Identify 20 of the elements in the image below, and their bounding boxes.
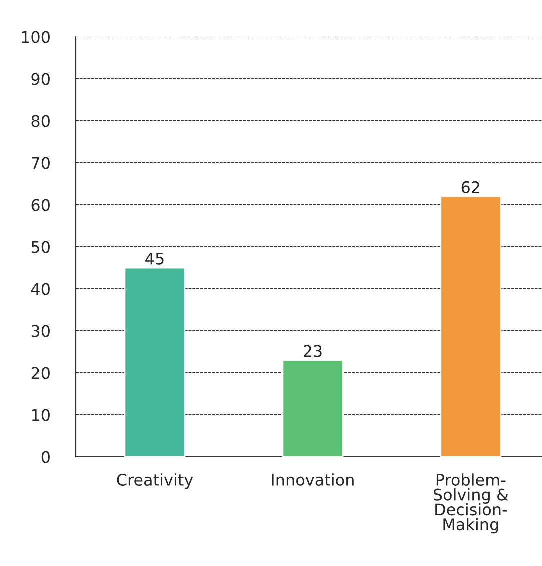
bar bbox=[124, 267, 186, 457]
y-tick-label: 30 bbox=[32, 325, 50, 338]
bar bbox=[440, 196, 502, 457]
y-tick-label: 70 bbox=[32, 157, 50, 170]
y-tick-label: 100 bbox=[22, 31, 50, 44]
y-tick-label: 20 bbox=[32, 367, 50, 380]
y-tick-label: 10 bbox=[32, 409, 50, 422]
y-tick-label: 60 bbox=[32, 199, 50, 212]
y-tick-label: 80 bbox=[32, 115, 50, 128]
y-tick-label: 50 bbox=[32, 241, 50, 254]
data-label: 45 bbox=[146, 253, 164, 265]
y-tick-label: 0 bbox=[42, 451, 50, 464]
x-tick-label: Creativity bbox=[117, 474, 194, 490]
bar bbox=[282, 360, 344, 457]
x-tick-label: Problem- Solving & Decision- Making bbox=[434, 474, 508, 534]
data-label: 23 bbox=[304, 345, 322, 358]
y-tick-label: 90 bbox=[32, 73, 50, 86]
x-tick-label: Innovation bbox=[272, 474, 354, 486]
y-tick-label: 40 bbox=[31, 283, 50, 296]
data-label: 62 bbox=[462, 181, 480, 194]
